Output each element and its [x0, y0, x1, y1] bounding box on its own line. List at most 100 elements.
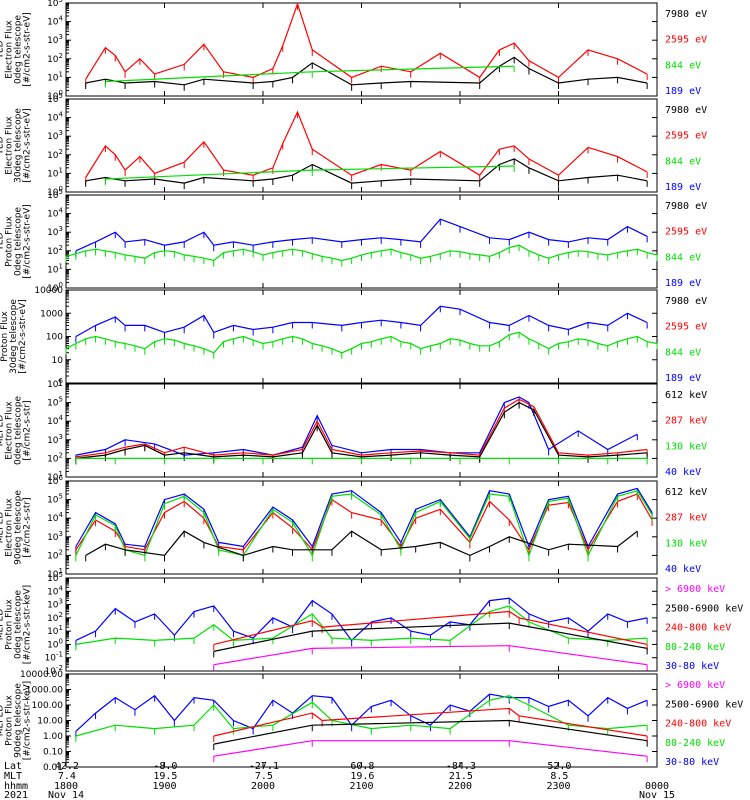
y-tick-label: 1000	[40, 309, 63, 319]
legend-entry: 240-800 keV	[665, 623, 731, 634]
y-tick-label: 104	[47, 414, 63, 427]
legend-entry: 612 keV	[665, 390, 707, 401]
y-tick-label: 105	[47, 396, 63, 409]
y-tick-label: 103	[47, 433, 63, 446]
y-tick-label: 10-1	[45, 651, 63, 664]
y-tick-label: 101	[47, 166, 63, 179]
legend-entry: 189 eV	[665, 278, 701, 289]
legend-entry: 2500-6900 keV	[665, 699, 743, 710]
y-tick-label: 101	[47, 470, 63, 483]
x-time-value: 1800	[54, 781, 78, 792]
series-line-2500-6900-kev	[213, 719, 648, 745]
x-row-label: Lat	[4, 761, 22, 772]
y-tick-label: 10-2	[45, 664, 63, 677]
x-time-value: 2300	[546, 781, 570, 792]
x-mlt-value: 19.6	[350, 771, 374, 782]
y-axis-label-line: Proton Flux	[5, 695, 15, 746]
legend-entry: 844 eV	[665, 60, 701, 71]
y-axis-label-line: Proton Flux	[5, 599, 15, 650]
x-mlt-value: 21.5	[449, 771, 473, 782]
legend-entry: 7980 eV	[665, 296, 707, 307]
x-lat-value: -27.1	[249, 761, 279, 772]
y-axis-label-line: [#/cm2-s-str-keV]	[23, 585, 33, 664]
legend-entry: 844 eV	[665, 347, 701, 358]
y-tick-label: 106	[47, 474, 63, 487]
x-mlt-value: 7.4	[58, 771, 76, 782]
y-axis-label-line: [#/cm2-s-str-eV]	[23, 204, 33, 279]
y-tick-label: 100.00	[32, 701, 64, 711]
y-tick-label: 102	[47, 548, 63, 561]
y-axis-label-line: TED	[0, 136, 6, 155]
x-row-label: hhmm	[4, 781, 28, 792]
y-tick-label: 105	[47, 0, 63, 9]
series-line-40-kev	[75, 396, 638, 456]
y-axis-label-line: [#/cm2-s-str-eV]	[18, 299, 28, 374]
y-tick-label: 105	[47, 493, 63, 506]
series-line-7980-ev	[85, 56, 648, 86]
panel-7-frame	[65, 577, 658, 672]
legend-entry: 2595 eV	[665, 227, 707, 238]
x-time-value: 2000	[251, 781, 275, 792]
y-axis-label-line: Electron Flux	[5, 20, 15, 79]
series-line-30-80-kev	[75, 693, 648, 732]
legend-entry: 30-80 keV	[665, 661, 719, 672]
series-line-7980-ev	[85, 158, 648, 184]
y-tick-label: 100	[47, 185, 63, 198]
legend-entry: 80-240 keV	[665, 642, 725, 653]
series-line-287-kev	[75, 493, 653, 552]
y-tick-label: 102	[47, 244, 63, 257]
y-tick-label: 101	[47, 624, 63, 637]
y-tick-label: 103	[47, 129, 63, 142]
y-axis-label-line: [#/cm2-s-str]	[23, 497, 33, 557]
y-tick-label: 106	[47, 377, 63, 390]
legend-entry: 7980 eV	[665, 9, 707, 20]
series-line-2500-6900-kev	[213, 622, 648, 652]
y-axis-label-line: 0deg telescope	[14, 590, 24, 660]
y-axis-label-line: 90deg telescope	[14, 683, 24, 758]
x-row-label: MLT	[4, 771, 22, 782]
legend-entry: 2595 eV	[665, 322, 707, 333]
y-tick-label: 100	[47, 281, 63, 294]
series-line-40-kev	[75, 487, 653, 549]
legend-entry: 612 keV	[665, 487, 707, 498]
series-line-189-ev	[75, 305, 648, 338]
y-tick-label: 104	[47, 207, 63, 220]
legend-entry: 189 eV	[665, 182, 701, 193]
y-tick-label: 105	[47, 92, 63, 105]
legend-entry: 2595 eV	[665, 131, 707, 142]
y-axis-label-line: MEPED	[0, 512, 6, 544]
y-tick-label: 104	[47, 111, 63, 124]
x-time-value: 2100	[349, 781, 373, 792]
y-axis-label-line: MEPED	[0, 705, 6, 737]
y-tick-label: 1	[57, 379, 63, 389]
x-date-start: Nov 14	[48, 790, 84, 800]
series-line-844-ev	[105, 165, 515, 180]
y-tick-label: 0.10	[43, 748, 63, 758]
legend-entry: 844 eV	[665, 252, 701, 263]
y-axis-label-line: 0deg telescope	[14, 207, 24, 277]
x-row-label: 2021	[4, 790, 28, 800]
series-line-240-800-kev	[213, 707, 648, 737]
x-date-end: Nov 15	[639, 790, 675, 800]
legend-entry: 40 keV	[665, 564, 701, 575]
y-tick-label: 102	[47, 611, 63, 624]
legend-entry: 40 keV	[665, 467, 701, 478]
y-tick-label: 10.00	[37, 717, 63, 727]
legend-entry: 30-80 keV	[665, 757, 719, 768]
x-time-value: 2200	[448, 781, 472, 792]
series-line-189-ev	[75, 218, 648, 252]
y-axis-label-line: Proton Flux	[0, 311, 10, 362]
x-mlt-value: 19.5	[153, 771, 177, 782]
legend-entry: 287 keV	[665, 416, 707, 427]
y-axis-label-line: Electron Flux	[5, 401, 15, 460]
y-tick-label: 0.01	[43, 763, 63, 773]
y-tick-label: 100	[46, 333, 63, 343]
legend-entry: 130 keV	[665, 441, 707, 452]
series-line-612-kev	[75, 401, 648, 459]
y-tick-label: 100	[47, 637, 63, 650]
panel-6-frame	[65, 480, 658, 575]
y-axis-label-line: Electron Flux	[5, 498, 15, 557]
y-tick-label: 10	[52, 356, 64, 366]
y-tick-label: 105	[47, 571, 63, 584]
y-axis-label-line: 30deg telescope	[9, 299, 19, 374]
